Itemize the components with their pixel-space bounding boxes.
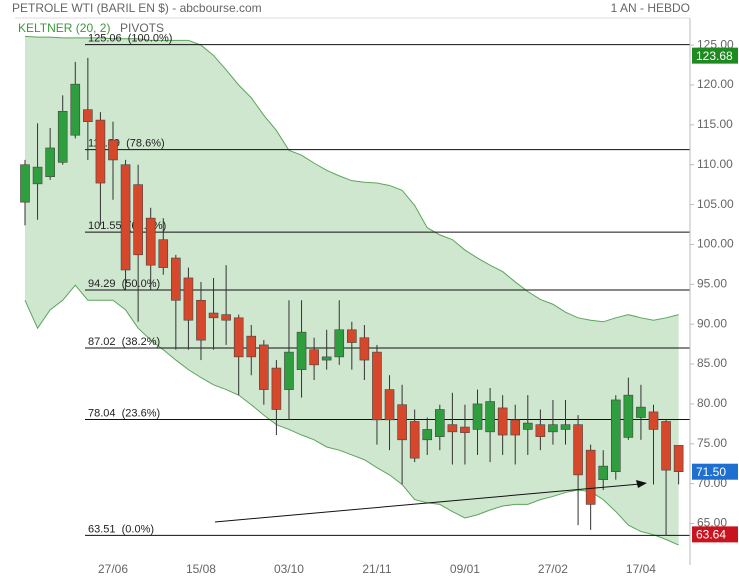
price-tag	[692, 463, 738, 480]
candle-body	[359, 337, 370, 361]
candle-body	[472, 403, 483, 430]
x-tick-label: 09/01	[450, 562, 480, 576]
y-tick-label: 65.00	[697, 516, 727, 530]
candle-body	[57, 110, 68, 163]
candle-body	[384, 389, 395, 421]
candle-body	[259, 344, 269, 390]
candle-body	[309, 349, 319, 366]
candle-body	[372, 351, 382, 421]
candle-body	[598, 465, 609, 480]
candle-body	[673, 445, 684, 473]
y-tick-label: 95.00	[697, 276, 727, 290]
candle-body	[120, 164, 131, 271]
candle-body	[208, 312, 219, 319]
candle-body	[560, 424, 571, 430]
candle-body	[510, 419, 521, 436]
y-tick-label: 85.00	[697, 356, 727, 370]
candle-body	[196, 299, 206, 341]
chart-title: PETROLE WTI (BARIL EN $) - abcbourse.com	[12, 1, 262, 15]
level-label: 78.04 (23.6%)	[88, 407, 160, 419]
candle-body	[158, 239, 169, 268]
price-tag-label: 63.64	[696, 528, 726, 542]
x-tick-label: 17/04	[626, 562, 656, 576]
y-tick-label: 115.00	[697, 117, 733, 131]
candle-body	[497, 407, 508, 436]
candle-body	[522, 422, 533, 430]
candle-body	[460, 426, 470, 433]
x-tick-label: 21/11	[362, 562, 391, 576]
candle-body	[334, 329, 345, 358]
candle-body	[233, 317, 244, 358]
price-tag-label: 123.68	[696, 49, 733, 63]
candle-body	[296, 331, 307, 370]
level-label: 125.06 (100.0%)	[88, 33, 172, 45]
candle-body	[447, 424, 458, 433]
x-tick-label: 27/06	[98, 562, 128, 576]
level-label: 111.89 (78.6%)	[88, 138, 165, 150]
candle-body	[32, 166, 43, 185]
candle-body	[409, 421, 420, 459]
price-tag-label: 71.50	[696, 465, 726, 479]
candle-body	[648, 411, 659, 430]
legend-keltner: KELTNER (20, 2)	[18, 21, 110, 35]
candle-body	[397, 404, 407, 441]
candle-body	[485, 401, 495, 433]
candle-body	[548, 424, 558, 433]
x-tick-label: 15/08	[186, 562, 216, 576]
candle-body	[661, 421, 671, 471]
candle-body	[585, 449, 596, 505]
period-label: 1 AN - HEBDO	[611, 1, 690, 15]
candle-body	[95, 119, 106, 184]
candle-body	[573, 424, 583, 476]
x-tick-label: 03/10	[274, 562, 304, 576]
candle-body	[70, 83, 81, 136]
candle-body	[183, 277, 194, 321]
candle-body	[435, 409, 445, 437]
band-lower	[24, 284, 679, 546]
candle-body	[145, 217, 156, 266]
y-tick-label: 100.00	[697, 237, 734, 251]
candle-body	[83, 109, 93, 122]
price-tag	[692, 526, 738, 543]
trend-line	[214, 483, 641, 523]
candle-body	[623, 394, 634, 438]
y-tick-label: 90.00	[697, 316, 727, 330]
candle-body	[20, 164, 30, 203]
y-tick-label: 105.00	[697, 197, 734, 211]
candle-body	[133, 184, 143, 256]
candle-body	[321, 356, 332, 361]
y-tick-label: 80.00	[697, 396, 727, 410]
candle-body	[221, 314, 231, 321]
candle-body	[108, 139, 118, 161]
axis-layer: 27/06 15/08 03/10 21/11 09/01 27/02 17/04 65.00…	[98, 37, 738, 576]
price-tag	[692, 47, 738, 64]
candle-body	[45, 147, 55, 177]
x-tick-label: 27/02	[538, 562, 568, 576]
level-label: 63.51 (0.0%)	[88, 523, 154, 535]
trend-arrow	[636, 480, 647, 488]
candle-body	[636, 406, 646, 418]
legend-pivots: PIVOTS	[120, 21, 164, 35]
candle-body	[347, 329, 357, 343]
candle-body	[610, 399, 621, 473]
y-tick-label: 75.00	[697, 436, 727, 450]
candle-body	[246, 335, 257, 358]
candle-body	[271, 367, 282, 410]
band-upper	[24, 35, 679, 323]
candle-body	[171, 257, 181, 301]
candle-body	[535, 424, 546, 437]
candles-layer	[20, 57, 684, 536]
level-label: 87.02 (38.2%)	[88, 336, 160, 348]
candle-body	[422, 429, 433, 441]
y-tick-label: 120.00	[697, 77, 734, 91]
candle-body	[284, 351, 294, 390]
y-tick-label: 110.00	[697, 157, 733, 171]
level-label: 94.29 (50.0%)	[88, 278, 160, 290]
